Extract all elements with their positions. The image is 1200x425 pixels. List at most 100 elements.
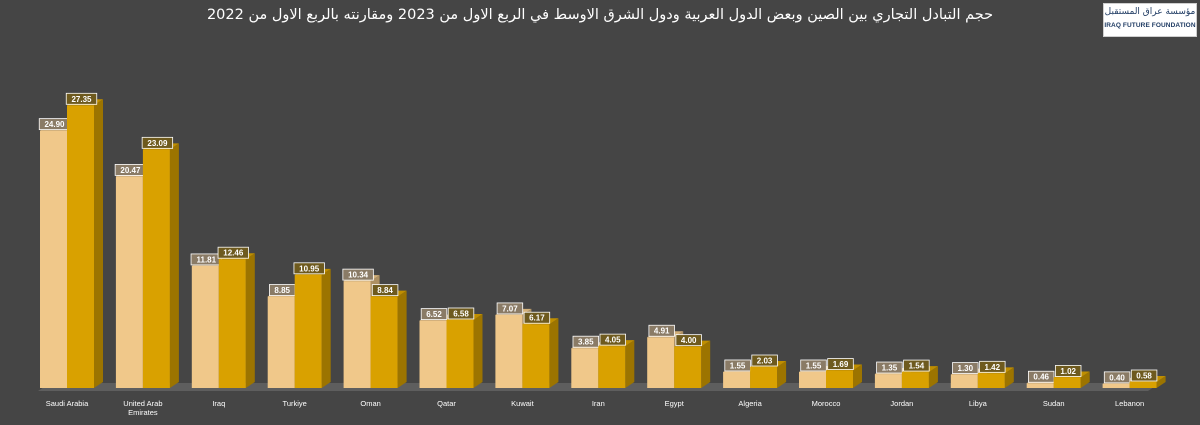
value-label-1-13: 1.02 [1060,367,1076,376]
bar-0-7 [571,348,599,388]
bar-1-9 [750,367,778,388]
bar-0-14 [1102,383,1130,388]
value-label-0-6: 7.07 [502,304,518,313]
value-label-box-1-7 [599,333,627,346]
bar-1-14 [1129,382,1157,388]
category-label-9: Algeria [738,399,762,408]
bar-side-1-5 [473,313,483,388]
value-label-0-9: 1.55 [730,361,746,370]
value-label-0-12: 1.30 [958,364,974,373]
bar-1-2 [218,259,246,388]
bar-0-12 [950,374,978,388]
category-label-14: Lebanon [1115,399,1144,408]
category-label-3: Turkiye [283,399,307,408]
value-label-box-1-9 [751,354,778,367]
category-label-12: Libya [969,399,988,408]
value-label-0-7: 3.85 [578,338,594,347]
category-label-4: Oman [360,399,380,408]
bar-side-1-7 [625,340,635,388]
value-label-box-0-10 [800,359,827,372]
bar-0-11 [874,374,902,388]
value-label-box-1-10 [827,358,854,370]
bar-side-1-0 [94,99,103,389]
bar-0-4 [343,281,371,388]
bar-side-1-10 [853,364,862,388]
category-label-7: Iran [592,399,605,408]
bar-side-1-8 [701,340,711,388]
value-label-box-0-13 [1028,370,1055,383]
bar-1-0 [67,105,94,389]
category-label-6: Kuwait [511,399,534,408]
bar-1-7 [598,346,626,388]
category-label-13: Sudan [1043,399,1065,408]
bar-1-4 [370,296,398,388]
category-label-2: Iraq [212,399,225,408]
category-label-1: United Arab Emirates [123,399,162,417]
value-label-0-1: 20.47 [120,166,141,175]
value-label-box-1-0 [65,92,98,105]
value-label-box-1-2 [217,246,249,259]
logo-arabic-text: مؤسسة عراق المستقبل [1104,7,1196,17]
bar-side-1-6 [549,318,559,388]
value-label-box-0-7 [572,335,600,348]
bar-side-1-2 [245,253,255,388]
category-label-10: Morocco [812,399,841,408]
bar-side-1-13 [1080,371,1090,388]
value-label-box-1-5 [447,307,475,320]
value-label-1-8: 4.00 [681,336,697,345]
value-label-0-0: 24.90 [44,120,65,129]
value-label-1-11: 1.54 [909,362,925,371]
value-label-1-0: 27.35 [71,95,92,104]
bar-side-1-11 [928,366,938,388]
category-label-0: Saudi Arabia [46,399,89,408]
bar-1-8 [674,346,702,388]
value-label-0-3: 8.85 [274,286,290,295]
bar-1-12 [977,373,1005,388]
value-label-box-1-1 [141,136,174,149]
value-label-box-0-12 [952,362,979,374]
value-label-1-1: 23.09 [147,139,168,148]
value-label-box-1-14 [1130,369,1158,382]
value-label-0-10: 1.55 [806,361,822,370]
value-label-1-7: 4.05 [605,336,621,345]
bar-0-13 [1026,383,1054,388]
value-label-box-1-13 [1055,365,1082,377]
logo-english-text: IRAQ FUTURE FOUNDATION [1104,22,1196,29]
value-label-1-6: 6.17 [529,314,545,323]
bar-side-1-1 [169,143,179,388]
bar-1-13 [1053,377,1081,388]
category-label-5: Qatar [437,399,456,408]
value-label-box-1-4 [371,284,399,297]
value-label-1-12: 1.42 [985,363,1001,372]
bar-side-1-4 [397,290,407,388]
chart-title: حجم التبادل التجاري بين الصين وبعض الدول… [206,7,994,23]
value-label-box-1-11 [903,359,930,372]
value-label-box-0-8 [648,324,675,337]
value-label-box-0-4 [342,268,374,281]
value-label-0-8: 4.91 [654,327,670,336]
value-label-1-5: 6.58 [453,309,469,318]
bar-0-3 [267,296,295,388]
bar-0-0 [40,130,67,388]
value-label-0-14: 0.40 [1109,373,1125,382]
bar-side-1-3 [321,268,331,388]
category-label-11: Jordan [890,399,913,408]
value-label-1-10: 1.69 [833,360,849,369]
value-label-box-1-6 [523,311,551,324]
bar-side-1-9 [777,361,787,388]
value-label-box-0-5 [420,308,448,321]
bar-side-1-14 [1156,376,1166,388]
value-label-0-13: 0.46 [1033,373,1049,382]
bar-0-10 [799,371,826,388]
bar-0-1 [115,176,143,388]
bar-0-5 [419,320,447,388]
value-label-box-1-12 [979,360,1006,373]
value-label-box-0-9 [724,359,751,372]
bar-1-1 [142,149,170,388]
value-label-0-2: 11.81 [197,255,217,264]
bar-0-9 [723,371,751,388]
foundation-logo: مؤسسة عراق المستقبل IRAQ FUTURE FOUNDATI… [1103,3,1197,37]
bar-1-11 [901,372,929,388]
